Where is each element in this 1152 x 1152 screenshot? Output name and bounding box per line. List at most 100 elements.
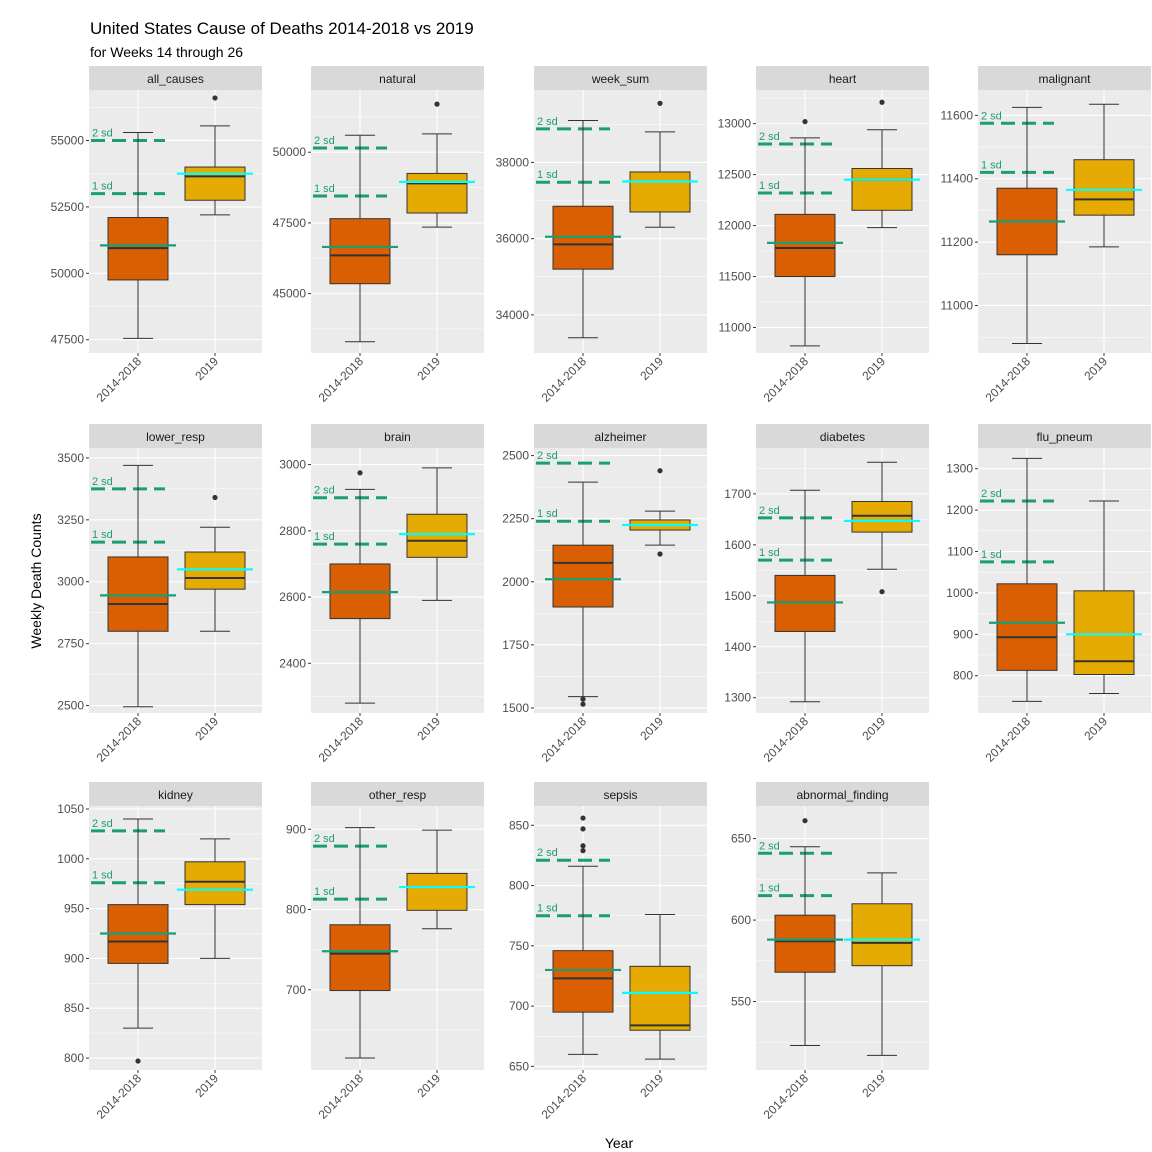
strip-background — [534, 782, 707, 806]
box-2014-2018 — [989, 106, 1065, 344]
y-tick-label: 1400 — [724, 640, 751, 654]
box-2019 — [399, 467, 475, 601]
x-tick-label: 2019 — [859, 354, 888, 383]
x-tick-label: 2019 — [192, 714, 221, 743]
box-2014-2018 — [767, 119, 843, 347]
outlier-point — [657, 100, 663, 106]
outlier-point — [879, 589, 885, 595]
y-tick-label: 650 — [509, 1059, 529, 1073]
outlier-point — [802, 119, 808, 125]
sd-label-sd1: 1 sd — [537, 169, 558, 181]
strip-label: brain — [384, 430, 411, 444]
x-tick-label: 2019 — [1081, 354, 1110, 383]
sd-label-sd1: 1 sd — [314, 531, 335, 543]
box-2014-2018 — [545, 481, 621, 707]
sd-label-sd2: 2 sd — [537, 450, 558, 462]
sd-label-sd1: 1 sd — [314, 886, 335, 898]
y-tick-label: 1500 — [724, 589, 751, 603]
x-tick-label: 2019 — [192, 1071, 221, 1100]
y-tick-label: 2500 — [502, 449, 529, 463]
y-tick-label: 50000 — [51, 266, 85, 280]
outlier-point — [212, 95, 218, 101]
chart-title: United States Cause of Deaths 2014-2018 … — [90, 19, 474, 38]
y-tick-label: 2250 — [502, 512, 529, 526]
sd-label-sd2: 2 sd — [981, 488, 1002, 500]
x-axis-label: Year — [605, 1135, 634, 1151]
y-tick-label: 850 — [509, 818, 529, 832]
x-tick-label: 2014-2018 — [94, 354, 145, 405]
box-iqr — [851, 501, 913, 533]
outlier-point — [802, 818, 808, 824]
box-2019 — [177, 95, 253, 216]
x-tick-label: 2014-2018 — [761, 354, 812, 405]
panel-sepsis: sepsis 650 700 750 800 850 1 sd 2 sd 2014-2018 20… — [509, 782, 707, 1122]
sd-label-sd1: 1 sd — [92, 181, 113, 193]
sd-label-sd1: 1 sd — [759, 883, 780, 895]
y-tick-label: 1050 — [57, 802, 84, 816]
panel-abnormal_finding: abnormal_finding 550 600 650 1 sd 2 sd 2014-20… — [731, 782, 929, 1122]
y-tick-label: 800 — [509, 879, 529, 893]
y-tick-label: 1700 — [724, 487, 751, 501]
x-tick-label: 2014-2018 — [316, 1071, 367, 1122]
strip-background — [89, 782, 262, 806]
box-iqr — [184, 861, 246, 906]
box-iqr — [629, 171, 691, 213]
x-tick-label: 2019 — [637, 1071, 666, 1100]
box-2014-2018 — [545, 815, 621, 1055]
strip-background — [89, 66, 262, 90]
box-2019 — [844, 872, 920, 1056]
y-tick-label: 850 — [64, 1001, 84, 1015]
y-tick-label: 3000 — [279, 458, 306, 472]
panel-lower_resp: lower_resp 2500 2750 3000 3250 3500 1 sd 2 sd 20… — [57, 424, 262, 765]
x-tick-label: 2019 — [414, 354, 443, 383]
sd-label-sd2: 2 sd — [92, 476, 113, 488]
box-iqr — [996, 583, 1058, 671]
y-tick-label: 750 — [509, 939, 529, 953]
strip-label: kidney — [158, 788, 193, 802]
y-tick-label: 3000 — [57, 575, 84, 589]
y-tick-label: 1000 — [946, 586, 973, 600]
y-tick-label: 700 — [286, 983, 306, 997]
sd-label-sd1: 1 sd — [92, 529, 113, 541]
box-iqr — [329, 218, 391, 285]
box-2019 — [622, 100, 698, 228]
y-tick-label: 800 — [953, 669, 973, 683]
strip-background — [534, 66, 707, 90]
x-tick-label: 2019 — [637, 354, 666, 383]
y-tick-label: 1200 — [946, 503, 973, 517]
box-2019 — [1066, 500, 1142, 695]
x-tick-label: 2019 — [414, 1071, 443, 1100]
y-tick-label: 11400 — [941, 172, 974, 186]
y-tick-label: 34000 — [496, 308, 530, 322]
outlier-point — [434, 101, 440, 107]
box-2014-2018 — [989, 457, 1065, 702]
y-tick-label: 800 — [64, 1051, 84, 1065]
strip-label: diabetes — [820, 430, 865, 444]
sd-label-sd2: 2 sd — [314, 833, 335, 845]
y-tick-label: 11500 — [719, 270, 752, 284]
strip-background — [311, 782, 484, 806]
x-tick-label: 2014-2018 — [316, 714, 367, 765]
sd-label-sd2: 2 sd — [537, 116, 558, 128]
y-tick-label: 2500 — [57, 699, 84, 713]
x-tick-label: 2014-2018 — [94, 714, 145, 765]
panel-natural: natural 45000 47500 50000 1 sd 2 sd 2014-2018 2… — [273, 66, 484, 405]
y-tick-label: 3250 — [57, 513, 84, 527]
x-tick-label: 2019 — [414, 714, 443, 743]
y-tick-label: 700 — [509, 999, 529, 1013]
y-tick-label: 45000 — [273, 287, 307, 301]
strip-background — [89, 424, 262, 448]
strip-label: heart — [829, 72, 857, 86]
strip-label: alzheimer — [594, 430, 646, 444]
sd-label-sd2: 2 sd — [759, 131, 780, 143]
box-2014-2018 — [100, 132, 176, 339]
y-tick-label: 950 — [64, 902, 84, 916]
panel-brain: brain 2400 2600 2800 3000 1 sd 2 sd 2014-2018 20… — [279, 424, 484, 765]
x-tick-label: 2019 — [859, 714, 888, 743]
y-tick-label: 36000 — [496, 232, 530, 246]
x-tick-label: 2014-2018 — [539, 714, 590, 765]
y-tick-label: 2400 — [279, 656, 306, 670]
box-2014-2018 — [322, 827, 398, 1059]
strip-label: lower_resp — [146, 430, 205, 444]
y-tick-label: 11600 — [941, 108, 974, 122]
